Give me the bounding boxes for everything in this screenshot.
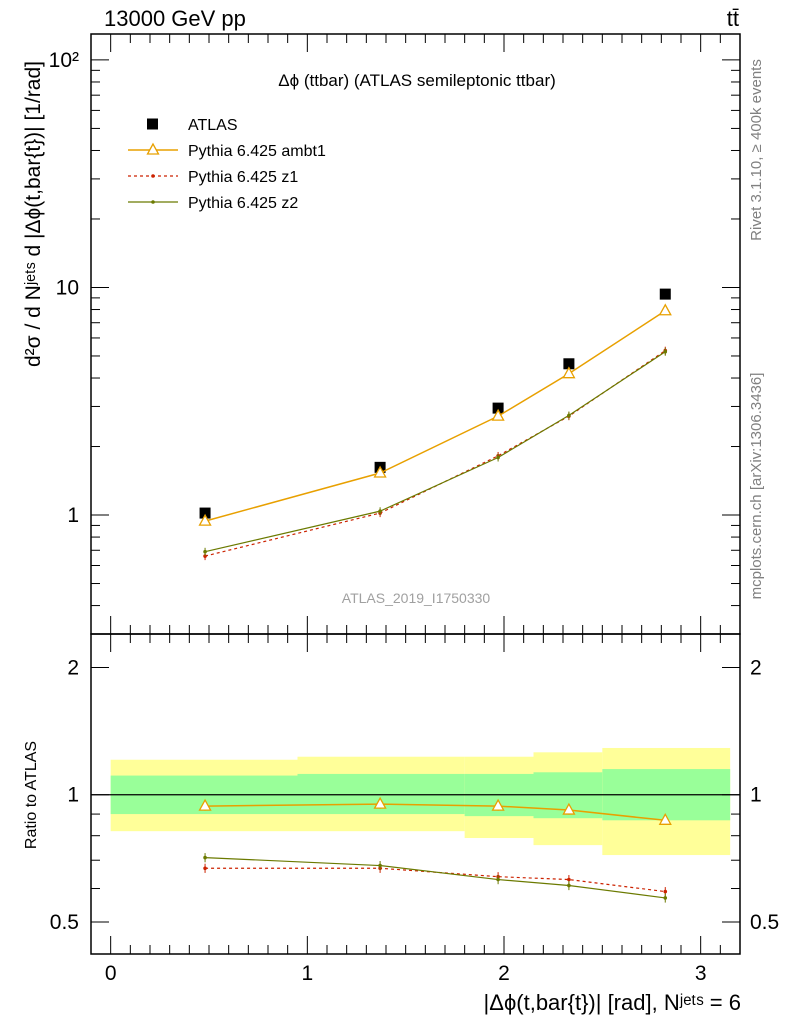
ratio-data-point [567,877,571,882]
ratio-series-line [205,867,666,893]
ratio-data-point [491,798,505,811]
main-y-axis-label: d²σ / d Nʲᵉᵗˢ d |Δϕ(t,bar{t})| [1/rad] [22,61,45,367]
legend-label: Pythia 6.425 z2 [188,195,298,212]
legend-label: Pythia 6.425 ambt1 [188,143,326,160]
ratio-data-point [203,866,207,871]
ratio-axis-ticks: 0.5 0.5 1 1 2 2 0 1 2 3 [50,634,779,985]
ratio-data-point [203,855,207,860]
x-tick-label: 0 [105,962,117,985]
data-point [203,549,207,554]
ratio-data-point [658,812,672,825]
x-tick-label: 3 [695,962,707,985]
legend-label: Pythia 6.425 z1 [188,169,298,186]
data-point [658,303,672,316]
ratio-y-tick-label: 1 [750,784,762,807]
chart-title: Δϕ (ttbar) (ATLAS semileptonic ttbar) [278,71,556,90]
x-tick-label: 1 [301,962,313,985]
ratio-data-point [496,877,500,882]
y-tick-label: 10² [49,49,79,72]
ratio-y-axis-label: Ratio to ATLAS [23,741,40,849]
ratio-data-point [373,796,387,809]
ratio-data-point [663,896,668,900]
ratio-y-tick-label: 2 [67,656,79,679]
ratio-uncertainty-bands [91,747,740,856]
data-point [567,413,571,418]
series-line [204,310,666,522]
data-point [563,358,575,370]
ratio-data-point [567,883,571,888]
ratio-y-tick-label: 0.5 [750,911,779,934]
data-point [198,513,212,526]
data-point [203,554,207,558]
ratio-data-point [663,889,668,894]
ratio-data-point [378,863,382,868]
ratio-series-line [205,857,666,899]
legend-marker [151,174,155,178]
legend-marker [146,142,160,155]
x-axis-label: |Δϕ(t,bar{t})| [rad], Nʲᵉᵗˢ = 6 [484,990,741,1015]
legend-label: ATLAS [188,117,238,134]
ratio-plot-frame [90,633,741,955]
x-tick-label: 2 [498,962,510,985]
data-point [199,507,211,519]
data-point [373,465,387,478]
analysis-watermark: ATLAS_2019_I1750330 [342,590,491,606]
data-point [659,288,671,300]
mcplots-label: mcplots.cern.ch [arXiv:1306.3436] [748,373,765,600]
main-axis-ticks: 1 10 10² [49,34,740,635]
process-label: tt̄ [727,6,739,31]
y-tick-label: 10 [56,276,79,299]
ratio-y-tick-label: 1 [67,784,79,807]
ratio-data-point [198,798,212,811]
ratio-data-point [562,802,576,815]
ratio-y-tick-label: 2 [750,656,762,679]
energy-label: 13000 GeV pp [104,6,246,31]
series-line [204,350,666,557]
main-series-layer [198,288,672,561]
ratio-series-layer [198,796,672,903]
ratio-y-tick-label: 0.5 [50,911,79,934]
rivet-version-label: Rivet 3.1.10, ≥ 400k events [748,59,765,241]
legend: ATLAS Pythia 6.425 ambt1 Pythia 6.425 z1 Py… [128,117,326,212]
data-point [378,509,382,513]
data-point [492,402,504,414]
data-point [491,408,505,421]
data-point [496,455,500,460]
legend-marker [147,118,158,130]
series-line [204,351,666,553]
y-tick-label: 1 [67,504,79,527]
data-point [663,349,668,354]
data-point [562,366,576,379]
legend-marker [151,200,155,204]
